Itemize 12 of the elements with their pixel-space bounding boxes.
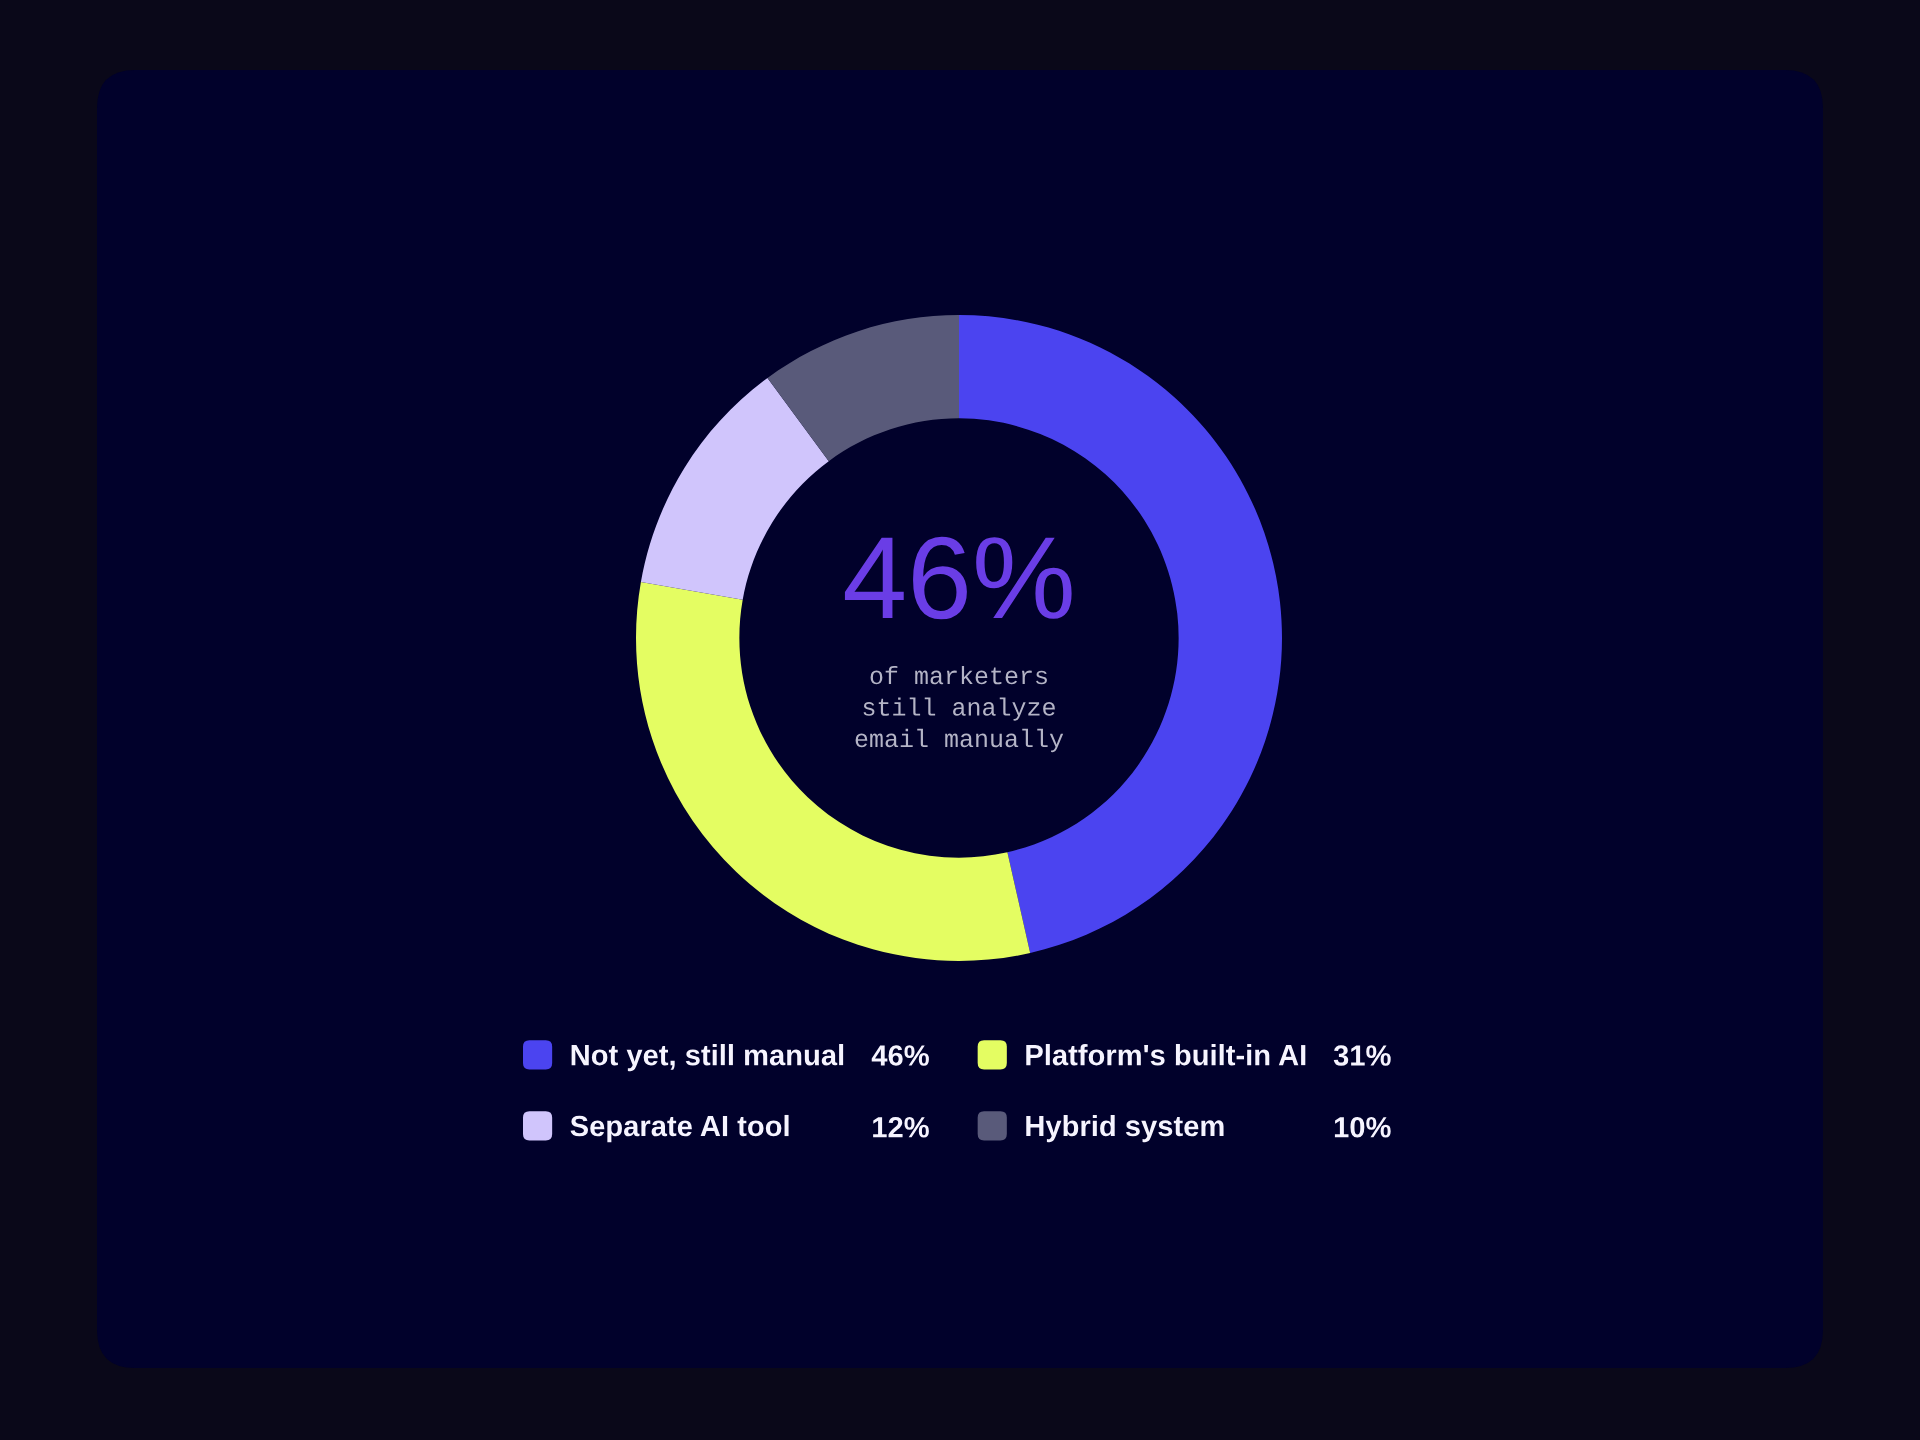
legend-label: Not yet, still manual	[571, 1044, 844, 1072]
legend-label: Hybrid system	[1026, 1114, 1224, 1143]
text: 46%	[844, 536, 1072, 620]
data-label: 31%	[1333, 1045, 1391, 1066]
data-label: 12%	[873, 1116, 929, 1138]
data-label: 46%	[871, 1045, 929, 1066]
data-label: 10%	[1334, 1116, 1391, 1138]
donut-slice	[767, 315, 959, 462]
text: of marketers still analyze email manually	[855, 665, 1064, 753]
legend-label: Separate AI tool	[570, 1114, 789, 1143]
legend-label: Platform's built-in AI	[1026, 1044, 1306, 1066]
donut-slice	[640, 377, 829, 600]
